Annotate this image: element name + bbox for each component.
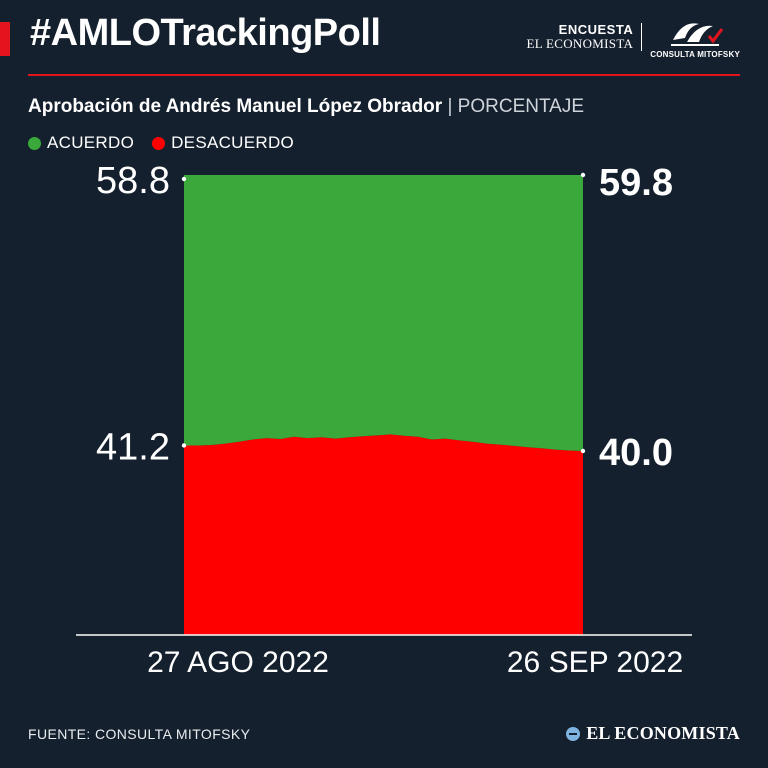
subtitle-main: Aprobación de Andrés Manuel López Obrado… <box>28 96 443 117</box>
subtitle-unit: PORCENTAJE <box>457 96 585 117</box>
x-tick-label-start: 27 AGO 2022 <box>147 646 329 679</box>
chart-subtitle: Aprobación de Andrés Manuel López Obrado… <box>28 96 584 118</box>
page-title: #AMLOTrackingPoll <box>30 12 381 54</box>
el-economista-label: EL ECONOMISTA <box>526 36 634 51</box>
footer-logo-wordmark: EL ECONOMISTA <box>586 723 740 743</box>
x-tick-label-end: 26 SEP 2022 <box>507 646 683 679</box>
legend: ACUERDO DESACUERDO <box>28 133 304 153</box>
marker-acuerdo-end <box>580 172 586 178</box>
mitofsky-label: CONSULTA MITOFSKY <box>650 49 740 59</box>
area-acuerdo <box>184 175 583 451</box>
value-label-acuerdo-start: 58.8 <box>96 160 170 202</box>
legend-label-desacuerdo: DESACUERDO <box>171 133 295 152</box>
mitofsky-logo: CONSULTA MITOFSKY <box>642 16 740 59</box>
marker-acuerdo-start <box>181 176 187 182</box>
footer-logo: EL ECONOMISTA <box>566 723 740 744</box>
encuesta-label: ENCUESTA <box>558 22 634 38</box>
accent-bar <box>0 22 10 56</box>
legend-label-acuerdo: ACUERDO <box>47 133 135 152</box>
encuesta-brand: ENCUESTA EL ECONOMISTA <box>526 22 643 51</box>
header-divider <box>28 74 740 76</box>
value-label-acuerdo-end: 59.8 <box>599 162 673 204</box>
area-desacuerdo <box>184 434 583 635</box>
value-label-desacuerdo-end: 40.0 <box>599 432 673 474</box>
legend-dot-red-icon <box>152 136 166 150</box>
marker-desacuerdo-start <box>181 443 187 448</box>
marker-desacuerdo-end <box>580 448 586 454</box>
subtitle-separator: | <box>442 96 458 117</box>
brand-box: ENCUESTA EL ECONOMISTA CONSULTA MITOFSKY <box>526 12 740 62</box>
legend-dot-green-icon <box>28 136 41 150</box>
el-economista-emblem-icon <box>566 726 581 741</box>
value-label-desacuerdo-start: 41.2 <box>96 426 170 468</box>
legend-item-desacuerdo: DESACUERDO <box>152 133 294 153</box>
mitofsky-emblem-icon <box>671 22 724 46</box>
source-note: FUENTE: CONSULTA MITOFSKY <box>28 726 251 742</box>
legend-item-acuerdo: ACUERDO <box>28 133 134 153</box>
